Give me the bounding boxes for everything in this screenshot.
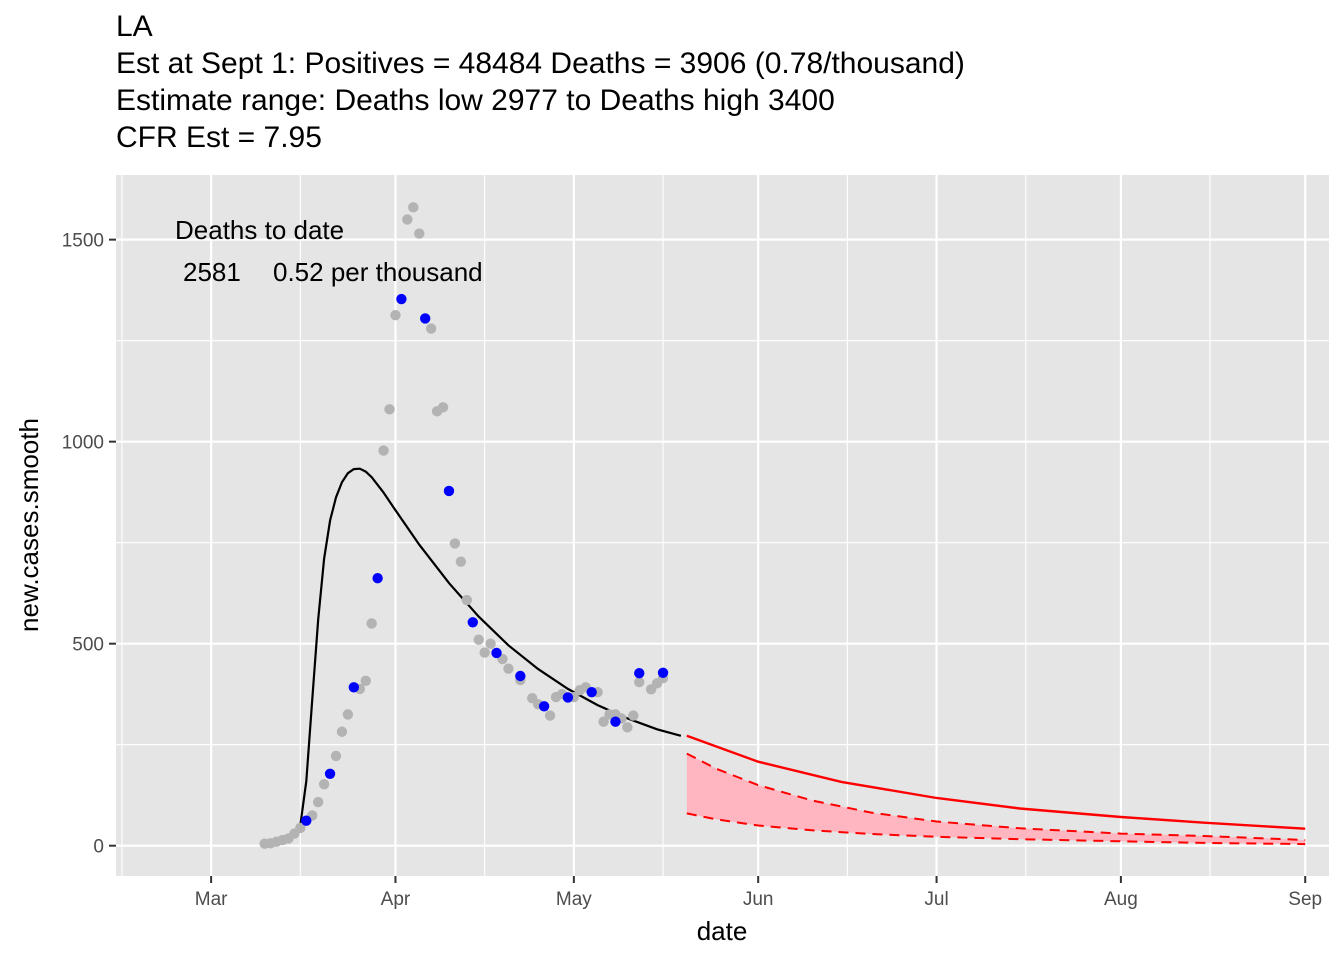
projection-band	[686, 753, 1306, 845]
x-tick-label: Mar	[195, 889, 228, 910]
gray-data-point	[312, 796, 324, 808]
gray-data-point	[449, 538, 461, 549]
gray-data-point	[318, 779, 330, 790]
blue-data-point	[515, 670, 526, 682]
grid-major	[116, 175, 1329, 876]
gray-data-point	[544, 710, 556, 721]
plot-panel	[116, 175, 1329, 876]
chart-subtitle-cfr: CFR Est = 7.95	[116, 121, 322, 154]
gray-data-point	[378, 445, 389, 456]
blue-data-point	[324, 768, 336, 779]
x-axis: Mar Apr May Jun Jul Aug Sep	[195, 876, 1322, 910]
gray-data-point	[634, 676, 645, 688]
fit-curve-line	[299, 467, 682, 826]
y-tick-label: 500	[72, 635, 104, 656]
projection-low-line	[686, 812, 1306, 846]
chart-title: LA	[116, 10, 153, 43]
gray-data-point	[622, 722, 633, 733]
blue-data-point	[348, 682, 360, 693]
blue-data-point	[634, 667, 645, 679]
grid-minor	[116, 175, 1329, 876]
annotation-deaths-label: Deaths to date	[175, 215, 344, 245]
blue-data-point	[586, 686, 597, 698]
x-tick-label: Apr	[381, 889, 411, 910]
gray-data-point	[366, 618, 377, 629]
chart-subtitle-range: Estimate range: Deaths low 2977 to Death…	[116, 84, 835, 117]
blue-data-point	[538, 701, 550, 712]
gray-data-point	[408, 202, 419, 213]
gray-data-point	[437, 402, 449, 413]
blue-data-point	[443, 485, 455, 497]
x-tick-label: Sep	[1288, 889, 1322, 910]
x-tick-label: May	[556, 889, 592, 910]
x-tick-label: Jul	[924, 889, 948, 910]
gray-data-point	[455, 556, 467, 567]
blue-data-point	[657, 667, 669, 678]
y-axis-title: new.cases.smooth	[14, 418, 44, 632]
gray-data-point	[628, 710, 639, 721]
gray-data-point	[473, 634, 484, 645]
gray-data-point	[414, 228, 425, 239]
projection-band-fill	[686, 753, 1306, 845]
x-tick-label: Jun	[743, 889, 774, 910]
gray-data-point	[402, 214, 413, 225]
gray-data-point	[598, 716, 609, 727]
blue-data-point	[396, 293, 407, 305]
blue-data-point	[562, 692, 574, 703]
gray-data-point	[390, 310, 401, 321]
annotation-deaths-count: 2581	[183, 257, 241, 287]
blue-data-point	[610, 716, 621, 727]
blue-data-point	[467, 617, 478, 628]
gray-data-point	[461, 594, 473, 606]
gray-data-point	[384, 404, 395, 415]
annotation-deaths-rate: 0.52 per thousand	[273, 257, 483, 287]
gray-data-point	[485, 638, 496, 649]
gray-data-point	[479, 647, 490, 658]
x-axis-title: date	[697, 916, 748, 946]
y-axis: 0 500 1000 1500	[62, 231, 116, 858]
chart-subtitle-estimate: Est at Sept 1: Positives = 48484 Deaths …	[116, 47, 965, 80]
blue-data-point	[491, 647, 502, 659]
projection-line	[686, 734, 1306, 830]
x-tick-label: Aug	[1104, 889, 1138, 910]
chart-title-block: LA Est at Sept 1: Positives = 48484 Deat…	[116, 8, 965, 156]
gray-data-point	[425, 323, 437, 334]
gray-data-point	[360, 675, 371, 687]
projection-high-line	[686, 752, 1306, 841]
y-tick-label: 1500	[62, 231, 104, 252]
gray-data-point	[336, 726, 348, 737]
chart-points	[259, 202, 669, 849]
blue-data-point	[419, 313, 431, 324]
gray-data-point	[330, 750, 342, 762]
y-tick-label: 1000	[62, 433, 104, 454]
gray-data-point	[295, 822, 306, 834]
blue-data-point	[372, 573, 383, 584]
gray-data-point	[503, 663, 514, 674]
gray-data-point	[342, 709, 354, 720]
chart-lines	[299, 467, 1306, 846]
y-tick-label: 0	[93, 837, 104, 858]
blue-data-point	[301, 815, 312, 826]
